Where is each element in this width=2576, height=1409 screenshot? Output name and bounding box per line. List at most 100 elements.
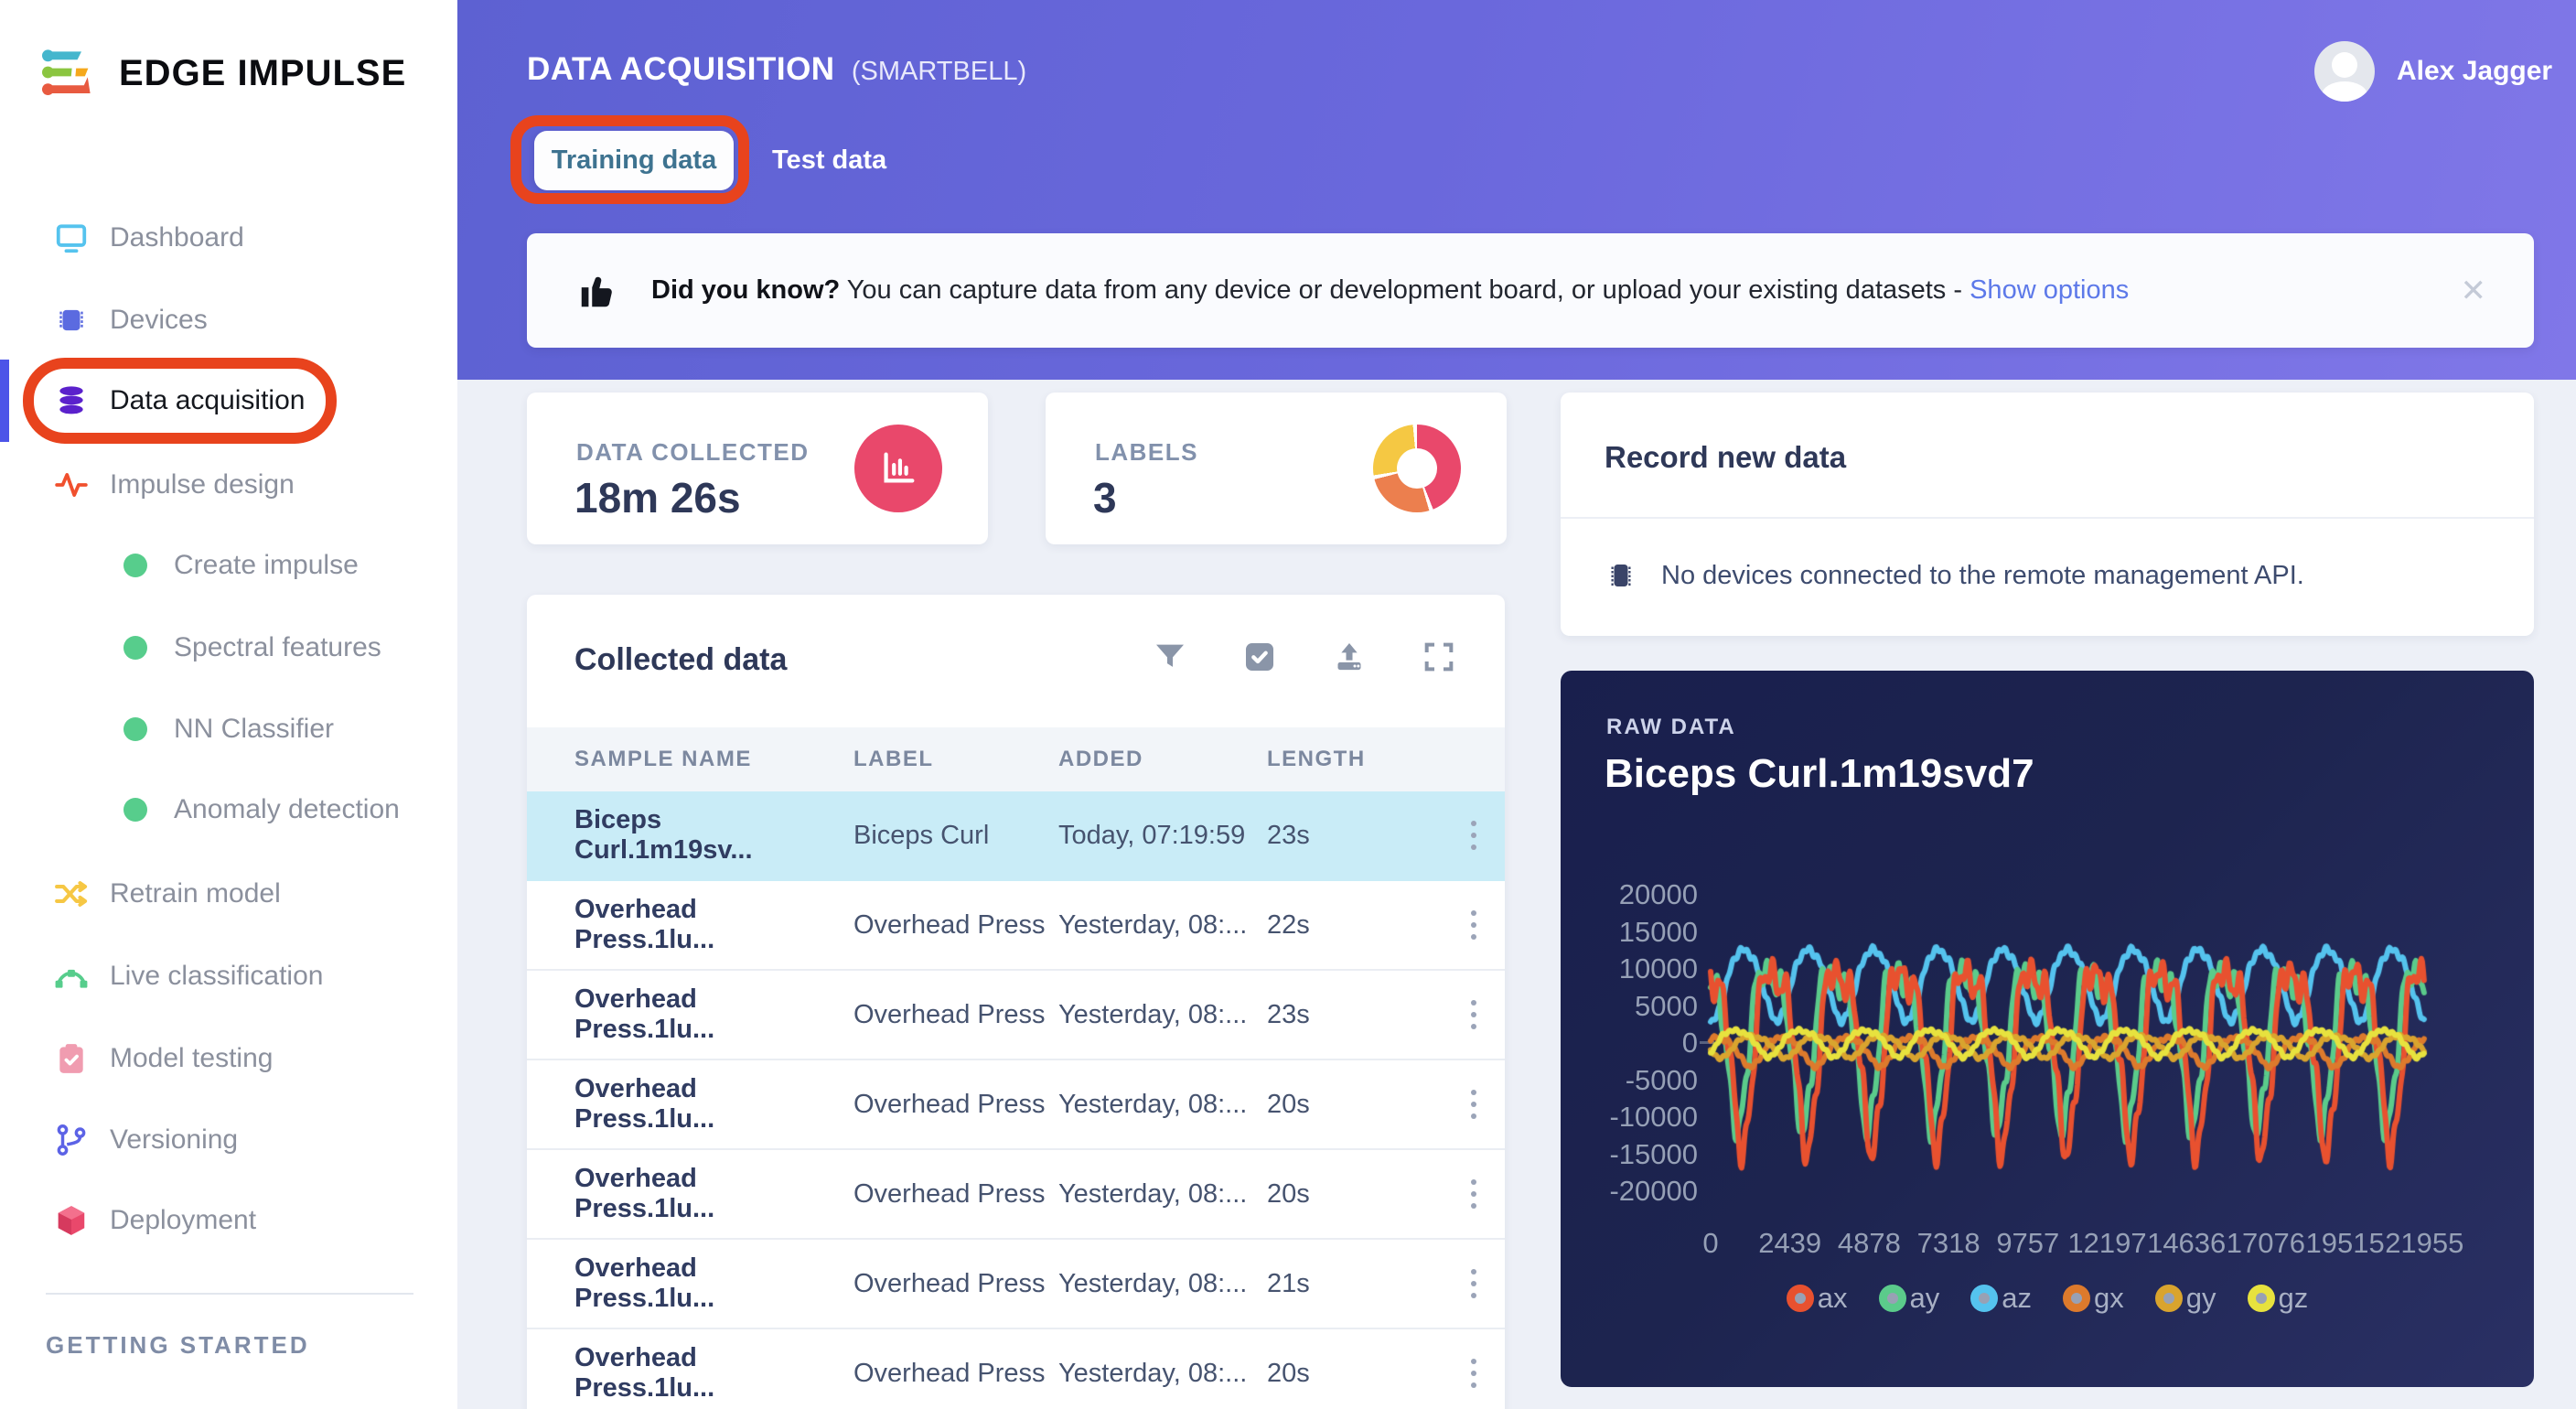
logo-text: EDGE IMPULSE bbox=[119, 52, 407, 93]
column-length: LENGTH bbox=[1267, 747, 1366, 771]
green-dot-icon bbox=[117, 791, 154, 828]
x-tick-label: 19515 bbox=[2305, 1227, 2385, 1259]
sidebar-item-anomaly-detection[interactable]: Anomaly detection bbox=[0, 769, 457, 851]
edge-impulse-logo[interactable]: EDGE IMPULSE bbox=[42, 48, 406, 99]
select-checkbox-icon[interactable] bbox=[1241, 639, 1278, 675]
cell-added: Yesterday, 08:... bbox=[1058, 1268, 1248, 1298]
panel-divider bbox=[1561, 517, 2534, 519]
cell-length: 22s bbox=[1267, 909, 1310, 940]
sidebar-item-create-impulse[interactable]: Create impulse bbox=[0, 524, 457, 607]
row-menu-kebab-icon[interactable] bbox=[1462, 901, 1486, 949]
cell-added: Yesterday, 08:... bbox=[1058, 1358, 1248, 1388]
edge-impulse-logo-icon bbox=[42, 49, 91, 95]
table-row[interactable]: Overhead Press.1lu... Overhead Press Yes… bbox=[527, 1150, 1505, 1240]
sidebar-item-deployment[interactable]: Deployment bbox=[0, 1179, 457, 1262]
collected-data-panel: Collected data SAMPLE NAME LABEL ADDED L… bbox=[527, 595, 1505, 1409]
x-tick-label: 9757 bbox=[1996, 1227, 2060, 1259]
legend-item-gz[interactable]: gz bbox=[2247, 1282, 2309, 1315]
sidebar-item-data-acquisition[interactable]: Data acquisition bbox=[0, 360, 457, 442]
y-tick-label: -10000 bbox=[1609, 1101, 1698, 1133]
sidebar-item-live-classification[interactable]: Live classification bbox=[0, 935, 457, 1017]
cell-label: Overhead Press bbox=[853, 1089, 1046, 1119]
thumbs-up-icon bbox=[581, 276, 612, 307]
table-row[interactable]: Overhead Press.1lu... Overhead Press Yes… bbox=[527, 1329, 1505, 1409]
table-row[interactable]: Biceps Curl.1m19sv... Biceps Curl Today,… bbox=[527, 791, 1505, 881]
table-row[interactable]: Overhead Press.1lu... Overhead Press Yes… bbox=[527, 881, 1505, 971]
legend-item-az[interactable]: az bbox=[1970, 1282, 2032, 1315]
cell-sample-name: Overhead Press.1lu... bbox=[574, 1164, 715, 1223]
upload-icon[interactable] bbox=[1331, 639, 1368, 675]
tab-training-data[interactable]: Training data bbox=[534, 131, 734, 190]
raw-data-label: RAW DATA bbox=[1606, 715, 1736, 739]
sidebar-item-model-testing[interactable]: Model testing bbox=[0, 1017, 457, 1100]
row-menu-kebab-icon[interactable] bbox=[1462, 1260, 1486, 1307]
legend-swatch-ax bbox=[1786, 1285, 1814, 1312]
green-dot-icon bbox=[117, 711, 154, 748]
cell-label: Overhead Press bbox=[853, 909, 1046, 940]
cell-added: Yesterday, 08:... bbox=[1058, 909, 1248, 940]
row-menu-kebab-icon[interactable] bbox=[1462, 812, 1486, 859]
x-tick-label: 14636 bbox=[2147, 1227, 2227, 1259]
data-collected-value: 18m 26s bbox=[574, 474, 741, 522]
tab-test-data[interactable]: Test data bbox=[772, 145, 887, 175]
column-label: LABEL bbox=[853, 747, 934, 771]
legend-label: gy bbox=[2185, 1282, 2216, 1314]
waveform-icon bbox=[53, 467, 90, 503]
cell-added: Yesterday, 08:... bbox=[1058, 1178, 1248, 1209]
y-tick-label: 20000 bbox=[1618, 878, 1698, 910]
legend-label: gz bbox=[2278, 1282, 2309, 1314]
cell-label: Overhead Press bbox=[853, 1358, 1046, 1388]
sidebar-item-devices[interactable]: Devices bbox=[0, 279, 457, 361]
user-menu[interactable]: Alex Jagger bbox=[2314, 41, 2552, 102]
y-tick-label: -5000 bbox=[1625, 1063, 1698, 1096]
banner-text: Did you know? You can capture data from … bbox=[651, 275, 2130, 305]
record-new-data-title: Record new data bbox=[1605, 440, 1847, 474]
fullscreen-icon[interactable] bbox=[1421, 639, 1457, 675]
sidebar-item-spectral-features[interactable]: Spectral features bbox=[0, 607, 457, 689]
sidebar-item-impulse-design[interactable]: Impulse design bbox=[0, 444, 457, 526]
bar-chart-icon bbox=[854, 425, 942, 512]
cell-length: 20s bbox=[1267, 1358, 1310, 1388]
y-tick-label: -20000 bbox=[1609, 1175, 1698, 1207]
data-collected-label: DATA COLLECTED bbox=[576, 438, 810, 466]
cell-sample-name: Biceps Curl.1m19sv... bbox=[574, 805, 753, 865]
cube-icon bbox=[53, 1202, 90, 1239]
table-row[interactable]: Overhead Press.1lu... Overhead Press Yes… bbox=[527, 971, 1505, 1060]
labels-card: LABELS 3 bbox=[1046, 393, 1507, 544]
x-tick-label: 17076 bbox=[2226, 1227, 2305, 1259]
sidebar-item-retrain-model[interactable]: Retrain model bbox=[0, 853, 457, 935]
show-options-link[interactable]: Show options bbox=[1970, 275, 2130, 305]
legend-label: ax bbox=[1817, 1282, 1848, 1314]
project-name bbox=[844, 57, 852, 86]
row-menu-kebab-icon[interactable] bbox=[1462, 1170, 1486, 1218]
data-collected-card: DATA COLLECTED 18m 26s bbox=[527, 393, 988, 544]
legend-item-ax[interactable]: ax bbox=[1786, 1282, 1848, 1315]
sidebar-item-versioning[interactable]: Versioning bbox=[0, 1099, 457, 1181]
legend-swatch-gx bbox=[2063, 1285, 2090, 1312]
filter-icon[interactable] bbox=[1152, 639, 1188, 675]
banner-close-icon[interactable]: ✕ bbox=[2460, 273, 2487, 308]
legend-item-gx[interactable]: gx bbox=[2063, 1282, 2124, 1315]
raw-data-sample-title: Biceps Curl.1m19svd7 bbox=[1605, 751, 2034, 796]
sidebar-item-dashboard[interactable]: Dashboard bbox=[0, 197, 457, 279]
x-tick-label: 2439 bbox=[1758, 1227, 1822, 1259]
row-menu-kebab-icon[interactable] bbox=[1462, 1081, 1486, 1128]
row-menu-kebab-icon[interactable] bbox=[1462, 1350, 1486, 1397]
labels-donut-chart bbox=[1373, 425, 1461, 512]
cell-label: Overhead Press bbox=[853, 1268, 1046, 1298]
bezier-curve-icon bbox=[53, 958, 90, 995]
legend-item-gy[interactable]: gy bbox=[2154, 1282, 2216, 1315]
row-menu-kebab-icon[interactable] bbox=[1462, 991, 1486, 1038]
cell-sample-name: Overhead Press.1lu... bbox=[574, 1343, 715, 1403]
sidebar-item-nn-classifier[interactable]: NN Classifier bbox=[0, 688, 457, 770]
table-row[interactable]: Overhead Press.1lu... Overhead Press Yes… bbox=[527, 1240, 1505, 1329]
legend-item-ay[interactable]: ay bbox=[1878, 1282, 1939, 1315]
legend-label: gx bbox=[2094, 1282, 2124, 1314]
cell-added: Yesterday, 08:... bbox=[1058, 1089, 1248, 1119]
y-tick-label: -15000 bbox=[1609, 1137, 1698, 1170]
cell-label: Overhead Press bbox=[853, 999, 1046, 1029]
table-row[interactable]: Overhead Press.1lu... Overhead Press Yes… bbox=[527, 1060, 1505, 1150]
device-chip-icon bbox=[1611, 565, 1631, 586]
raw-data-canvas[interactable] bbox=[1698, 874, 2455, 1221]
